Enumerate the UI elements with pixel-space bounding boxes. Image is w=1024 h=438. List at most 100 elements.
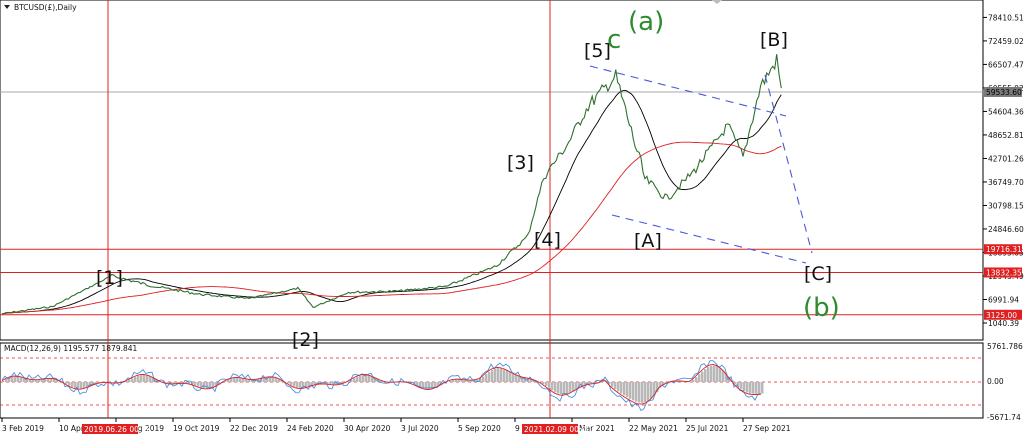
macd-histogram-bar: [11, 376, 14, 382]
macd-histogram-bar: [278, 378, 281, 382]
macd-histogram-bar: [68, 382, 71, 386]
macd-histogram-bar: [761, 382, 764, 394]
macd-histogram-bar: [455, 379, 458, 382]
macd-histogram-bar: [233, 377, 236, 382]
macd-histogram-bar: [110, 382, 113, 383]
wave-label: [3]: [507, 152, 534, 174]
macd-histogram-bar: [491, 370, 494, 382]
price-tag-label: 19716.31: [986, 245, 1022, 254]
macd-histogram-bar: [74, 382, 77, 389]
macd-histogram-bar: [587, 382, 590, 385]
macd-histogram-bar: [152, 377, 155, 382]
collapse-triangle-icon[interactable]: [712, 0, 722, 4]
macd-histogram-bar: [428, 382, 431, 390]
macd-histogram-bar: [146, 375, 149, 382]
macd-histogram-bar: [647, 382, 650, 401]
macd-histogram-bar: [563, 382, 566, 395]
macd-histogram-bar: [179, 382, 182, 384]
macd-histogram-bar: [662, 382, 665, 386]
macd-histogram-bar: [752, 382, 755, 394]
macd-histogram-bar: [359, 375, 362, 382]
macd-histogram-bar: [314, 382, 317, 385]
macd-histogram-bar: [488, 371, 491, 382]
price-tag-box: [984, 267, 1022, 278]
macd-histogram-bar: [695, 377, 698, 382]
macd-histogram-bar: [173, 382, 176, 384]
macd-histogram-bar: [20, 377, 23, 382]
price-tick-label: 6991.94: [988, 295, 1019, 304]
macd-histogram-bar: [263, 378, 266, 382]
time-tick-label: 3 Feb 2019: [2, 424, 44, 433]
time-axis: 3 Feb 2019 10 Apr 2 16 Aug 2019 19 Oct 2019…: [1, 418, 791, 433]
macd-histogram-bar: [182, 382, 185, 384]
macd-histogram-bar: [635, 382, 638, 402]
macd-histogram-bar: [500, 368, 503, 382]
macd-histogram-bar: [494, 368, 497, 382]
price-tick-label: 72459.02: [988, 37, 1024, 46]
macd-histogram-bar: [425, 382, 428, 389]
macd-histogram-bar: [8, 377, 11, 382]
macd-histogram-bar: [35, 379, 38, 382]
macd-histogram-bar: [689, 381, 692, 382]
macd-histogram-bar: [422, 382, 425, 389]
macd-histogram-bar: [2, 380, 5, 382]
macd-histogram-bar: [707, 367, 710, 382]
wave-labels: [1] [2] [3] [4] [5] [A] [B] [C] c(a) (b): [96, 7, 840, 351]
macd-histogram-bar: [476, 379, 479, 382]
lower-channel-line: [611, 214, 807, 264]
macd-histogram-bar: [656, 382, 659, 392]
macd-histogram-bar: [572, 382, 575, 392]
macd-histogram-bar: [266, 377, 269, 382]
wave-label: [A]: [634, 230, 662, 252]
macd-histogram-bar: [725, 373, 728, 382]
macd-histogram-bar: [584, 382, 587, 386]
macd-histogram-bar: [326, 382, 329, 384]
macd-histogram-bar: [503, 369, 506, 382]
macd-histogram-bar: [641, 382, 644, 403]
macd-histogram-bar: [164, 382, 167, 383]
macd-histogram-bar: [29, 379, 32, 382]
time-tick-label: 5 Sep 2020: [458, 424, 501, 433]
macd-histogram-bar: [134, 376, 137, 382]
price-tag-label: 3125.00: [986, 311, 1017, 320]
macd-series: [0, 357, 983, 412]
price-tick-label: 48652.81: [988, 131, 1024, 140]
macd-histogram-bar: [239, 377, 242, 382]
macd-histogram-bar: [227, 379, 230, 382]
price-axis: 78410.5172459.0266507.4760555.9254604.36…: [983, 13, 1024, 328]
macd-histogram-bar: [692, 379, 695, 382]
macd-histogram-bar: [128, 379, 131, 382]
wave-label: [5]: [584, 40, 611, 62]
time-tick-label: 9 Mar 2021: [572, 424, 615, 433]
macd-histogram-bar: [248, 379, 251, 382]
macd-histogram-bar: [485, 374, 488, 382]
macd-histogram-bar: [755, 382, 758, 394]
macd-histogram-bar: [77, 382, 80, 389]
price-tag-label: 13832.35: [986, 268, 1022, 277]
macd-histogram-bar: [131, 378, 134, 382]
macd-histogram-bar: [623, 382, 626, 396]
time-tick-label: 22 May 2021: [629, 424, 678, 433]
macd-histogram-bar: [617, 382, 620, 392]
macd-histogram-bar: [251, 379, 254, 382]
macd-histogram-bar: [14, 376, 17, 382]
price-tag-box: [984, 86, 1022, 97]
macd-histogram-bar: [149, 376, 152, 382]
macd-histogram-bar: [704, 369, 707, 382]
macd-histogram-bar: [125, 381, 128, 382]
macd-histogram-bar: [632, 382, 635, 401]
price-tag-box: [984, 244, 1022, 255]
macd-histogram-bar: [113, 382, 116, 384]
macd-histogram-bar: [218, 382, 221, 385]
macd-histogram-bar: [602, 379, 605, 382]
time-tag-label: 2019.06.26 00:00: [84, 425, 151, 434]
macd-histogram-bar: [5, 379, 8, 382]
macd-histogram-bar: [377, 378, 380, 382]
macd-histogram-bar: [524, 377, 527, 382]
macd-histogram-bar: [209, 382, 212, 389]
macd-histogram-bar: [299, 382, 302, 389]
macd-histogram-bar: [155, 378, 158, 382]
macd-histogram-bar: [557, 382, 560, 394]
red-moving-average: [1, 141, 782, 315]
macd-histogram-bar: [521, 377, 524, 382]
